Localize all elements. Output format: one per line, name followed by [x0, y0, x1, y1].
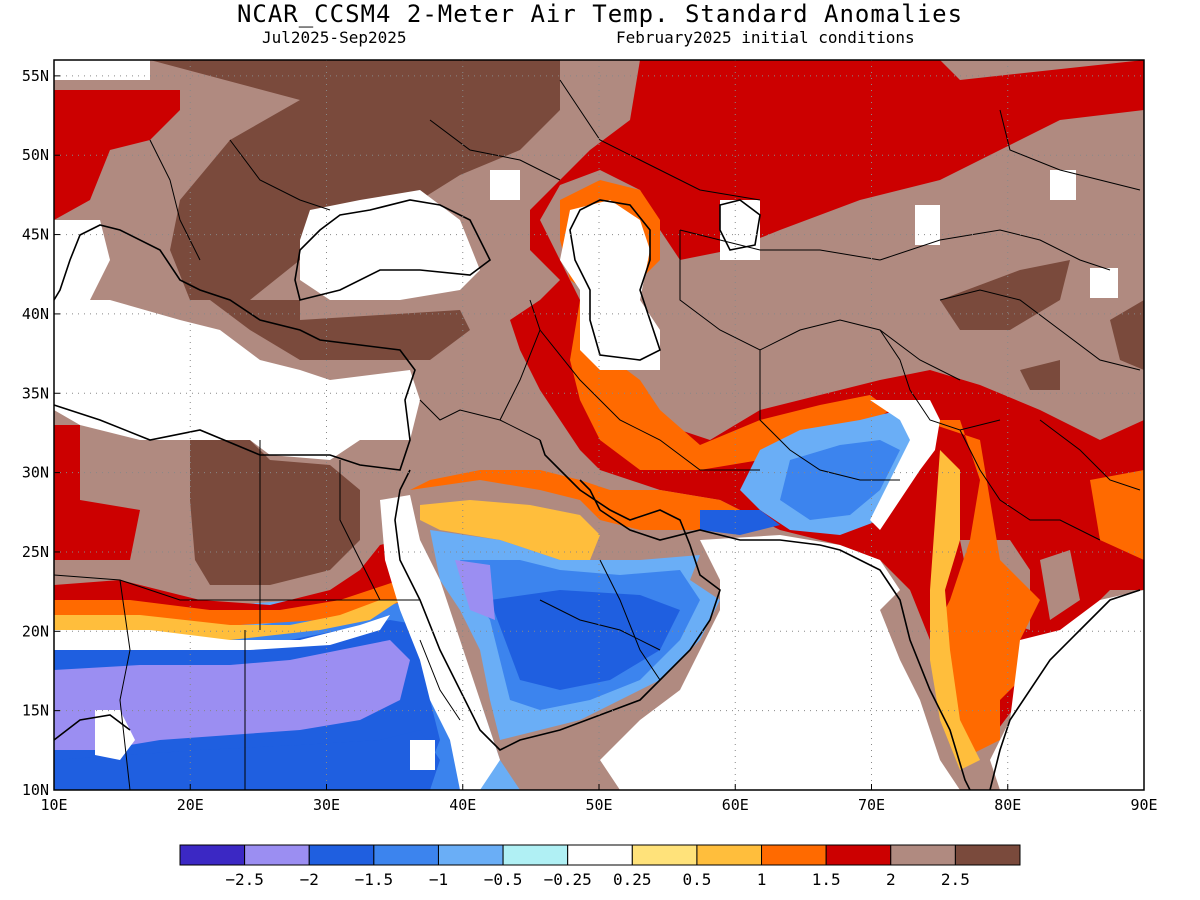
- lon-tick-label: 20E: [177, 796, 204, 814]
- colorbar-label: 0.5: [682, 870, 711, 889]
- colorbar-swatch: [308, 844, 375, 866]
- colorbar-swatch: [890, 844, 956, 866]
- axis-ticks: 10E 20E 30E 40E 50E 60E 70E 80E 90E 55N 50N 45N 40N 3…: [22, 67, 1158, 814]
- lon-tick-label: 10E: [40, 796, 67, 814]
- colorbar-label: −2: [300, 870, 319, 889]
- colorbar-swatch: [825, 844, 892, 866]
- lon-tick-label: 50E: [585, 796, 612, 814]
- colorbar-swatch: [437, 844, 504, 866]
- colorbar-swatch: [631, 844, 698, 866]
- lon-tick-label: 90E: [1130, 796, 1157, 814]
- lat-tick-label: 35N: [22, 384, 49, 402]
- lon-tick-label: 70E: [858, 796, 885, 814]
- colorbar-label: −1: [429, 870, 448, 889]
- coastlines: [53, 199, 1141, 791]
- lat-tick-label: 20N: [22, 622, 49, 640]
- lon-tick-label: 40E: [449, 796, 476, 814]
- colorbar-swatch: [244, 844, 310, 866]
- colorbar-label: −0.25: [544, 870, 592, 889]
- colorbar-label: 2.5: [941, 870, 970, 889]
- lat-tick-label: 25N: [22, 543, 49, 561]
- lat-tick-label: 40N: [22, 305, 49, 323]
- colorbar-swatch: [373, 844, 439, 866]
- colorbar-label: −0.5: [484, 870, 523, 889]
- lat-tick-label: 50N: [22, 146, 49, 164]
- map-title: NCAR_CCSM4 2-Meter Air Temp. Standard An…: [236, 0, 964, 28]
- initial-conditions-label: February2025 initial conditions: [616, 28, 915, 47]
- colorbar-swatch: [179, 844, 246, 866]
- colorbar-label: 2: [886, 870, 896, 889]
- lat-tick-label: 10N: [22, 781, 49, 799]
- lon-tick-label: 80E: [994, 796, 1021, 814]
- colorbar-label: −2.5: [225, 870, 264, 889]
- colorbar-swatch: [954, 844, 1021, 866]
- colorbar-label: 1: [757, 870, 767, 889]
- period-label: Jul2025-Sep2025: [262, 28, 407, 47]
- colorbar-swatch: [567, 844, 633, 866]
- lat-tick-label: 15N: [22, 702, 49, 720]
- lat-tick-label: 30N: [22, 464, 49, 482]
- colorbar-swatch: [696, 844, 763, 866]
- colorbar-label: 1.5: [812, 870, 841, 889]
- lat-tick-label: 45N: [22, 226, 49, 244]
- lon-tick-label: 30E: [313, 796, 340, 814]
- colorbar-label: −1.5: [355, 870, 394, 889]
- colorbar-label: 0.25: [613, 870, 652, 889]
- colorbar-swatch: [761, 844, 827, 866]
- colorbar: −2.5 −2 −1.5 −1 −0.5 −0.25 0.25 0.5 1 1.5 2 2.5: [179, 844, 1021, 889]
- lon-tick-label: 60E: [722, 796, 749, 814]
- country-borders: [53, 79, 1141, 791]
- colorbar-swatch: [502, 844, 569, 866]
- lat-tick-label: 55N: [22, 67, 49, 85]
